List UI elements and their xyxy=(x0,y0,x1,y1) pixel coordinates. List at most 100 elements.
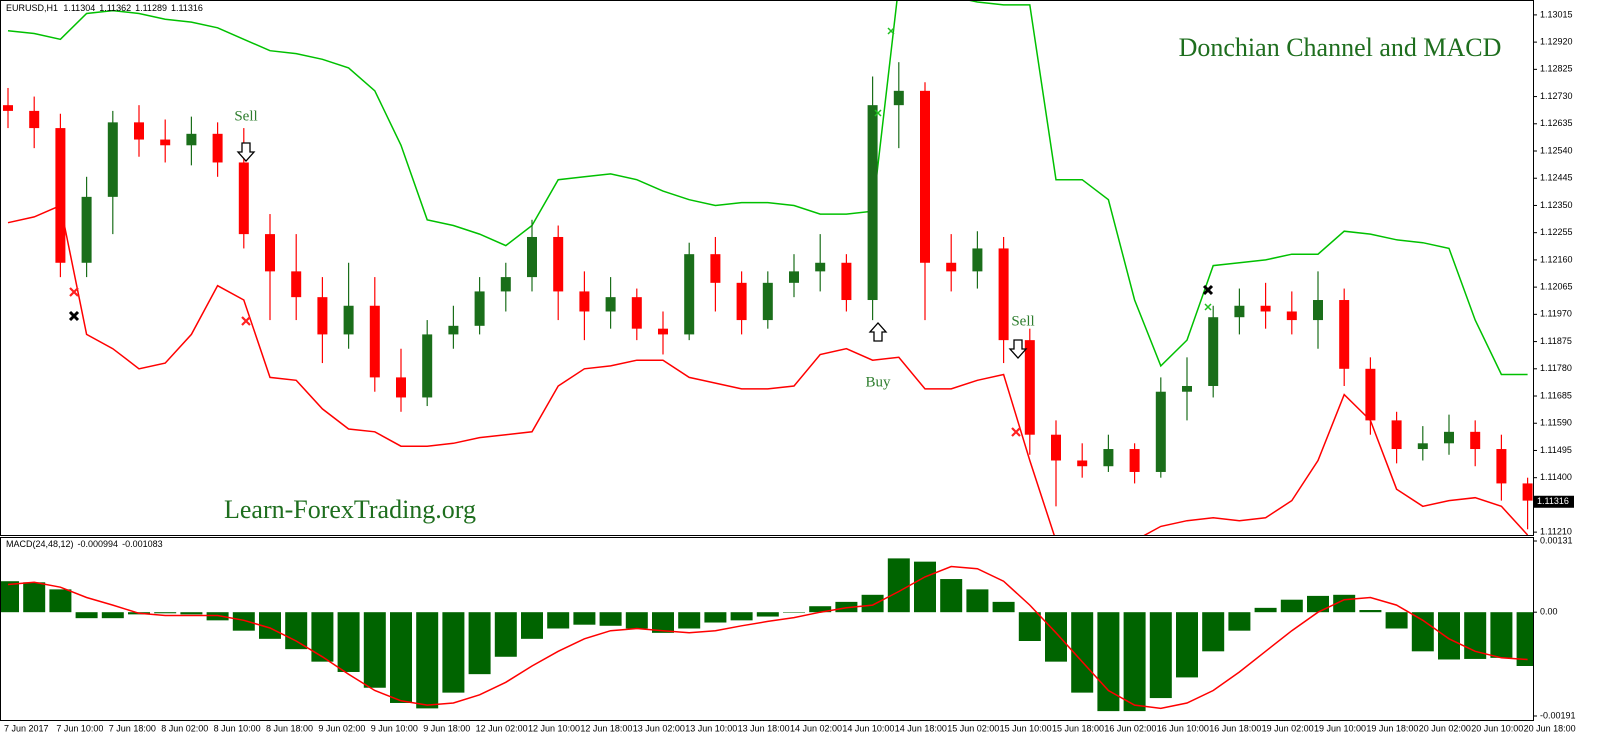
y-tick-label: 1.11210 xyxy=(1540,527,1572,537)
histogram-bar xyxy=(756,612,779,617)
annotation: Buy xyxy=(865,374,891,390)
candle-body xyxy=(972,248,983,272)
histogram-bar xyxy=(180,612,203,615)
candle-body xyxy=(160,139,171,146)
y-tick-label: 1.12540 xyxy=(1540,145,1573,155)
x-tick-label: 8 Jun 10:00 xyxy=(214,723,261,733)
y-tick-label: 1.12350 xyxy=(1540,200,1573,210)
candle-body xyxy=(658,328,668,335)
candle-body xyxy=(265,234,275,272)
candle-body xyxy=(448,325,459,335)
y-tick-label: 1.12825 xyxy=(1540,64,1573,74)
signal-line xyxy=(7,565,1528,710)
histogram-bar xyxy=(101,612,124,619)
candle-body xyxy=(605,297,616,312)
x-tick-label: 7 Jun 2017 xyxy=(4,723,49,733)
candle-body xyxy=(736,282,747,321)
candle-body xyxy=(1234,305,1245,318)
x-tick-label: 19 Jun 10:00 xyxy=(1314,723,1366,733)
x-tick-label: 16 Jun 18:00 xyxy=(1209,723,1261,733)
y-tick-label: 1.12445 xyxy=(1540,173,1573,183)
candle-body xyxy=(238,162,249,235)
candle-body xyxy=(1313,300,1323,321)
histogram-bar xyxy=(1385,612,1408,629)
price-panel xyxy=(0,0,1534,536)
y-tick-label: 1.12160 xyxy=(1540,254,1573,264)
y-tick-label: 1.12065 xyxy=(1540,282,1573,292)
candle-body xyxy=(107,122,118,197)
histogram-bar xyxy=(678,612,701,629)
histogram-bar xyxy=(363,612,386,688)
lower-band xyxy=(7,204,1529,535)
candle-body xyxy=(1103,449,1114,467)
y-tick-label: 1.12255 xyxy=(1540,227,1573,237)
candle-body xyxy=(579,291,590,312)
x-tick-label: 13 Jun 18:00 xyxy=(738,723,790,733)
signal-value: -0.001083 xyxy=(122,539,163,549)
candle-body xyxy=(553,236,564,292)
x-tick-label: 9 Jun 18:00 xyxy=(423,723,470,733)
histogram-bar xyxy=(23,582,46,613)
candle-body xyxy=(500,277,511,292)
current-price-box xyxy=(1534,495,1574,508)
histogram-bar xyxy=(1464,612,1487,659)
candle-body xyxy=(317,297,328,335)
candle-body xyxy=(422,334,433,398)
candle-body xyxy=(1077,460,1088,467)
x-tick-label: 20 Jun 02:00 xyxy=(1419,723,1471,733)
histogram-bar xyxy=(1202,612,1225,652)
histogram-bar xyxy=(1280,599,1303,613)
histogram-bar xyxy=(259,612,281,639)
y-tick-label: 1.11400 xyxy=(1540,472,1572,482)
candle-body xyxy=(1470,431,1481,450)
histogram-bar xyxy=(1490,612,1513,658)
candle-body xyxy=(186,133,197,146)
histogram-bar xyxy=(285,612,308,650)
histogram-bar xyxy=(573,612,596,625)
signal-markers xyxy=(68,27,1214,437)
candle-body xyxy=(684,254,695,335)
x-tick-label: 16 Jun 02:00 xyxy=(1104,723,1156,733)
histogram-bar xyxy=(1045,612,1067,662)
candle-body xyxy=(3,105,13,111)
candle-body xyxy=(474,291,485,326)
histogram-bar xyxy=(1,581,19,613)
price-header: EURUSD,H1 1.11304 1.11362 1.11289 1.11316 xyxy=(6,3,203,13)
candle-body xyxy=(841,262,852,301)
histogram-bar xyxy=(154,612,177,614)
histogram-bar xyxy=(1411,612,1434,652)
candle-body xyxy=(1444,431,1454,444)
x-tick-label: 7 Jun 18:00 xyxy=(109,723,156,733)
candle-body xyxy=(762,282,773,321)
cross-marker xyxy=(68,284,1214,322)
macd-value: -0.000994 xyxy=(78,539,119,549)
price-plot xyxy=(3,1,1533,535)
histogram-bar xyxy=(1359,610,1382,613)
x-tick-label: 9 Jun 02:00 xyxy=(318,723,365,733)
candle-body xyxy=(1129,449,1140,472)
macd-panel xyxy=(0,537,1534,721)
candle-body xyxy=(815,262,826,272)
axes: 1.13015 1.12920 1.12825 1.12730 1.12635 1.125… xyxy=(4,9,1576,733)
x-tick-label: 14 Jun 18:00 xyxy=(895,723,947,733)
histogram-bar xyxy=(1071,612,1094,693)
candle-body xyxy=(946,262,957,272)
x-tick-label: 20 Jun 18:00 xyxy=(1524,723,1576,733)
y-tick-label: 1.11970 xyxy=(1540,309,1572,319)
candle-body xyxy=(1155,391,1166,472)
candle-body xyxy=(1365,368,1376,421)
x-tick-label: 16 Jun 10:00 xyxy=(1157,723,1209,733)
histogram-bar xyxy=(416,612,439,709)
candle-body xyxy=(631,297,642,329)
x-tick-label: 13 Jun 10:00 xyxy=(685,723,737,733)
candle-body xyxy=(396,377,406,398)
histogram-bar xyxy=(625,612,648,629)
x-tick-label: 15 Jun 10:00 xyxy=(1000,723,1052,733)
histogram-bar xyxy=(1018,612,1041,641)
candle-body xyxy=(1339,300,1350,369)
candle-body xyxy=(893,90,904,106)
histogram-bar xyxy=(809,606,832,613)
y-tick-label: -0.00191 xyxy=(1540,710,1576,720)
histogram-bar xyxy=(730,612,753,621)
candle-body xyxy=(1260,305,1271,312)
